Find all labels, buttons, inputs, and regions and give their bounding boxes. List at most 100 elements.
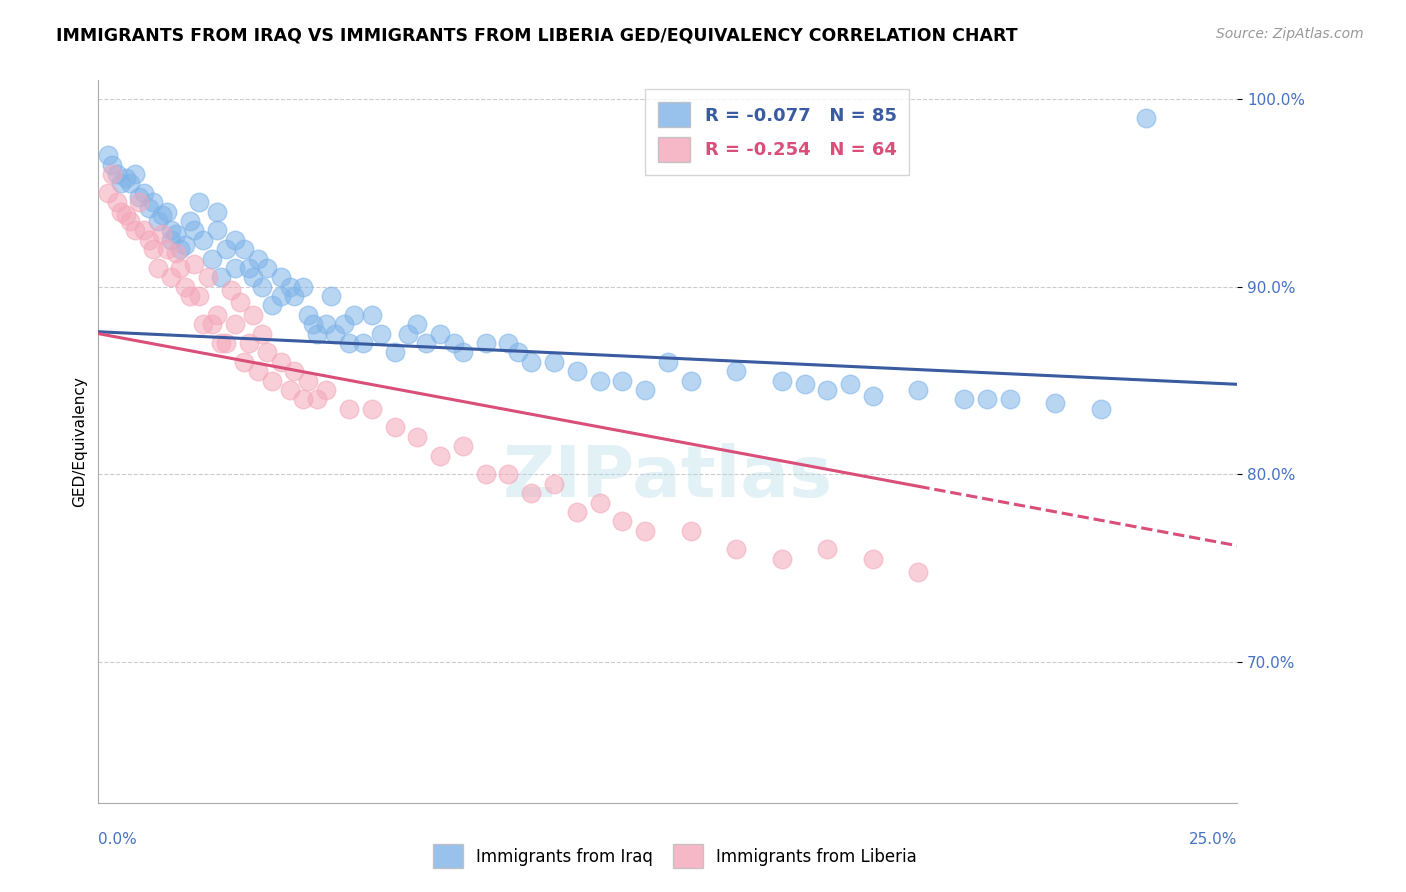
Point	[612, 514, 634, 528]
Point	[228, 294, 250, 309]
Point	[132, 186, 155, 200]
Point	[725, 364, 748, 378]
Point	[498, 336, 520, 351]
Point	[307, 392, 329, 407]
Point	[146, 260, 169, 275]
Point	[246, 252, 269, 266]
Point	[205, 223, 228, 237]
Point	[283, 289, 305, 303]
Point	[474, 336, 496, 351]
Point	[224, 318, 246, 332]
Point	[160, 270, 183, 285]
Point	[120, 177, 142, 191]
Point	[976, 392, 998, 407]
Point	[907, 383, 929, 397]
Point	[96, 186, 118, 200]
Point	[105, 195, 128, 210]
Point	[156, 204, 179, 219]
Point	[224, 233, 246, 247]
Point	[333, 318, 356, 332]
Point	[233, 355, 256, 369]
Point	[205, 204, 228, 219]
Point	[907, 565, 929, 579]
Point	[165, 227, 187, 242]
Point	[128, 189, 150, 203]
Point	[301, 318, 323, 332]
Point	[242, 270, 264, 285]
Point	[252, 326, 274, 341]
Text: 25.0%: 25.0%	[1189, 831, 1237, 847]
Point	[114, 208, 136, 222]
Point	[342, 308, 364, 322]
Point	[238, 260, 260, 275]
Point	[815, 383, 838, 397]
Point	[183, 257, 205, 271]
Point	[443, 336, 465, 351]
Point	[319, 289, 342, 303]
Text: 0.0%: 0.0%	[98, 831, 138, 847]
Point	[256, 260, 278, 275]
Point	[520, 486, 543, 500]
Point	[657, 355, 679, 369]
Point	[142, 195, 165, 210]
Point	[588, 374, 610, 388]
Point	[451, 345, 474, 359]
Point	[201, 252, 224, 266]
Point	[215, 242, 238, 256]
Point	[543, 476, 565, 491]
Point	[105, 167, 128, 181]
Point	[406, 318, 429, 332]
Point	[138, 201, 160, 215]
Point	[793, 377, 815, 392]
Point	[839, 377, 862, 392]
Point	[429, 449, 451, 463]
Point	[1043, 396, 1066, 410]
Point	[278, 279, 301, 293]
Point	[725, 542, 748, 557]
Point	[588, 495, 610, 509]
Point	[429, 326, 451, 341]
Point	[174, 238, 197, 252]
Point	[679, 524, 702, 538]
Point	[183, 223, 205, 237]
Point	[451, 439, 474, 453]
Point	[415, 336, 437, 351]
Point	[565, 505, 588, 519]
Y-axis label: GED/Equivalency: GED/Equivalency	[72, 376, 87, 507]
Point	[174, 279, 197, 293]
Point	[815, 542, 838, 557]
Legend: Immigrants from Iraq, Immigrants from Liberia: Immigrants from Iraq, Immigrants from Li…	[426, 838, 924, 875]
Text: Source: ZipAtlas.com: Source: ZipAtlas.com	[1216, 27, 1364, 41]
Point	[297, 308, 319, 322]
Point	[101, 167, 124, 181]
Point	[612, 374, 634, 388]
Point	[370, 326, 392, 341]
Point	[270, 270, 292, 285]
Point	[219, 284, 242, 298]
Point	[292, 279, 315, 293]
Point	[406, 430, 429, 444]
Point	[337, 336, 360, 351]
Point	[233, 242, 256, 256]
Point	[283, 364, 305, 378]
Point	[114, 170, 136, 185]
Point	[142, 242, 165, 256]
Point	[187, 289, 209, 303]
Point	[197, 270, 219, 285]
Legend: R = -0.077   N = 85, R = -0.254   N = 64: R = -0.077 N = 85, R = -0.254 N = 64	[645, 89, 910, 175]
Point	[565, 364, 588, 378]
Point	[337, 401, 360, 416]
Point	[307, 326, 329, 341]
Point	[634, 383, 657, 397]
Point	[209, 270, 232, 285]
Point	[179, 289, 201, 303]
Text: IMMIGRANTS FROM IRAQ VS IMMIGRANTS FROM LIBERIA GED/EQUIVALENCY CORRELATION CHAR: IMMIGRANTS FROM IRAQ VS IMMIGRANTS FROM …	[56, 27, 1018, 45]
Point	[953, 392, 976, 407]
Point	[384, 420, 406, 434]
Point	[201, 318, 224, 332]
Point	[1135, 111, 1157, 125]
Point	[474, 467, 496, 482]
Point	[543, 355, 565, 369]
Point	[256, 345, 278, 359]
Point	[160, 223, 183, 237]
